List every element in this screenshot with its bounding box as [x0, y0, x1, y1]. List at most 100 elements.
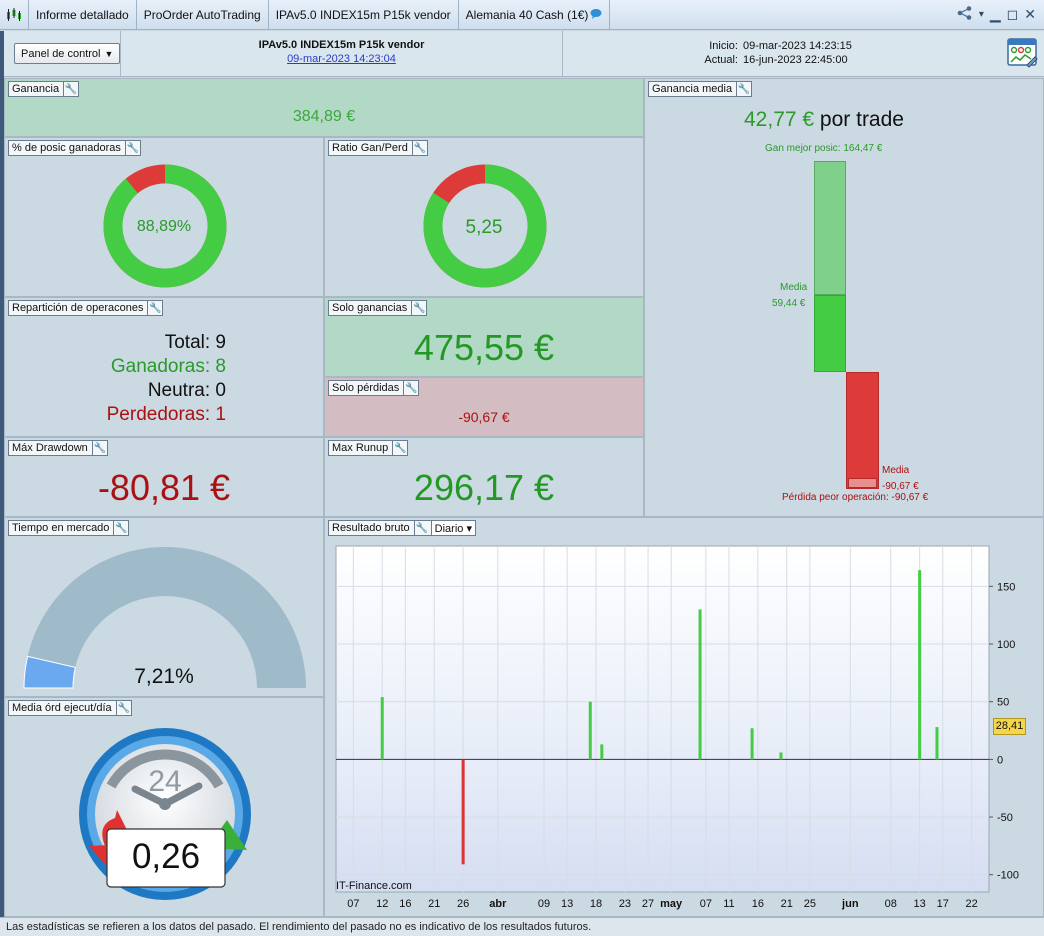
report-settings-icon[interactable]: [1007, 37, 1039, 69]
max-runup-value: 296,17 €: [413, 467, 555, 508]
panel-pct-ganadoras: % de posic ganadoras 🔧 88,89%: [4, 137, 324, 297]
gauge-tiempo-mercado: [23, 547, 306, 689]
panel-solo-ganancias: Solo ganancias 🔧 475,55 €: [324, 297, 644, 377]
resultado-bruto-chart: 07 12 16 21 26 abr 09 13 18 23 27 may 07 11 16 21 25 jun 0…: [335, 545, 1019, 910]
x-tick-label: jun: [841, 898, 859, 910]
x-tick-label: 17: [937, 898, 949, 910]
wrench-icon[interactable]: 🔧: [413, 521, 428, 535]
perdedoras-label: Perdedoras:: [106, 404, 211, 425]
media-gain-value: 59,44 €: [772, 298, 806, 309]
x-tick-label: 27: [642, 898, 654, 910]
panel-resultado-bruto: Resultado bruto 🔧 Diario ▾ 07 12 16 21 26 abr…: [324, 517, 1044, 917]
minimize-icon[interactable]: ▁: [989, 6, 1001, 22]
chart-bar: [750, 728, 754, 760]
best-trade-label: Gan mejor posic: 164,47 €: [765, 143, 883, 154]
date-range: Inicio: 09-mar-2023 14:23:15 Actual: 16-ju…: [698, 39, 852, 67]
wrench-icon[interactable]: 🔧: [147, 301, 162, 315]
total-label: Total:: [164, 332, 211, 353]
ratio-value: 5,25: [465, 217, 503, 238]
donut-gain-arc: [423, 164, 547, 288]
panel-label-pct-ganadoras: % de posic ganadoras 🔧: [8, 140, 141, 156]
actual-value: 16-jun-2023 22:45:00: [743, 54, 848, 66]
chat-bubble-icon: [590, 8, 602, 22]
media-ord-value: 0,26: [131, 837, 201, 876]
frequency-dropdown[interactable]: Diario ▾: [430, 521, 475, 535]
tab-strategy[interactable]: IPAv5.0 INDEX15m P15k vendor: [269, 0, 459, 29]
media-loss-label: Media: [882, 465, 910, 476]
panel-label-reparticion: Repartición de operacones 🔧: [8, 300, 164, 316]
panel-title: Ganancia: [12, 83, 60, 95]
share-icon[interactable]: [957, 6, 973, 23]
row-neutra: Neutra: 0: [107, 379, 226, 403]
donut-ratio: [423, 164, 547, 288]
close-icon[interactable]: ✕: [1024, 6, 1036, 22]
ganadoras-label: Ganadoras:: [110, 356, 211, 377]
panel-title: Ganancia media: [652, 83, 733, 95]
x-tick-label: 21: [781, 898, 793, 910]
panel-control-dropdown[interactable]: Panel de control ▼: [14, 43, 121, 64]
divider: [562, 31, 563, 77]
chart-bar: [461, 759, 465, 865]
x-tick-label: 11: [723, 898, 734, 910]
bar-worst-loss: [846, 372, 879, 489]
wrench-icon[interactable]: 🔧: [411, 301, 426, 315]
wrench-icon[interactable]: 🔧: [403, 381, 418, 395]
wrench-icon[interactable]: 🔧: [91, 441, 107, 455]
panel-title: % de posic ganadoras: [12, 142, 121, 154]
x-tick-label: 23: [619, 898, 631, 910]
x-tick-label: 07: [347, 898, 359, 910]
chevron-down-icon[interactable]: ▾: [978, 9, 984, 20]
panel-label-ganancia-media: Ganancia media 🔧: [648, 81, 753, 97]
panel-title: Máx Drawdown: [12, 442, 88, 454]
donut-gain-arc: [103, 164, 227, 288]
divider: [120, 31, 121, 77]
panel-label-solo-perdidas: Solo pérdidas 🔧: [328, 380, 420, 396]
current-value-badge: 28,41: [993, 717, 1026, 735]
clock-number: 24: [148, 765, 181, 798]
pct-ganadoras-value: 88,89%: [136, 218, 192, 235]
wrench-icon[interactable]: 🔧: [115, 701, 130, 715]
tiempo-mercado-value: 7,21%: [134, 665, 194, 688]
plot-area-positive: [336, 546, 989, 760]
max-drawdown-value: -80,81 €: [97, 467, 231, 508]
panel-title: Solo ganancias: [332, 302, 408, 314]
chevron-down-icon: ▼: [104, 48, 114, 59]
bar-avg-gain: [814, 295, 846, 372]
x-tick-label: abr: [489, 898, 507, 910]
wrench-icon[interactable]: 🔧: [63, 82, 78, 96]
tab-proorder-autotrading[interactable]: ProOrder AutoTrading: [137, 0, 269, 29]
panel-title: Media órd ejecut/día: [12, 702, 112, 714]
panel-tiempo-mercado: Tiempo en mercado 🔧 7,21%: [4, 517, 324, 697]
chart-bar: [588, 701, 592, 760]
tab-informe-detallado[interactable]: Informe detallado: [28, 0, 137, 29]
panel-title: Ratio Gan/Perd: [332, 142, 408, 154]
x-tick-label: 16: [399, 898, 411, 910]
x-tick-label: 21: [428, 898, 440, 910]
bar-best-gain: [814, 161, 846, 295]
media-loss-value: -90,67 €: [882, 481, 919, 492]
x-tick-label: 12: [376, 898, 388, 910]
tab-label: Alemania 40 Cash (1€): [465, 7, 589, 22]
maximize-icon[interactable]: ◻: [1006, 6, 1019, 22]
chart-bar: [935, 727, 939, 760]
chart-bar: [918, 570, 922, 760]
ganancia-media-value-row: 42,77 € por trade: [645, 108, 1043, 132]
neutra-label: Neutra:: [147, 380, 211, 401]
panel-title: Solo pérdidas: [332, 382, 400, 394]
chart-bar: [698, 609, 702, 760]
tab-instrument[interactable]: Alemania 40 Cash (1€): [459, 0, 611, 29]
bar-avg-loss: [848, 478, 877, 488]
y-tick-label: 100: [997, 639, 1015, 651]
wrench-icon[interactable]: 🔧: [392, 441, 407, 455]
panel-label-tiempo-mercado: Tiempo en mercado 🔧: [8, 520, 130, 536]
chart-bar: [779, 752, 783, 760]
row-ganadoras: Ganadoras: 8: [107, 355, 226, 379]
strategy-date-link[interactable]: 09-mar-2023 14:23:04: [287, 53, 396, 65]
wrench-icon[interactable]: 🔧: [124, 141, 140, 155]
x-tick-label: 13: [914, 898, 926, 910]
chart-bar: [600, 744, 604, 760]
clock-icon: 24: [79, 728, 251, 900]
wrench-icon[interactable]: 🔧: [736, 82, 751, 96]
wrench-icon[interactable]: 🔧: [411, 141, 427, 155]
wrench-icon[interactable]: 🔧: [113, 521, 128, 535]
